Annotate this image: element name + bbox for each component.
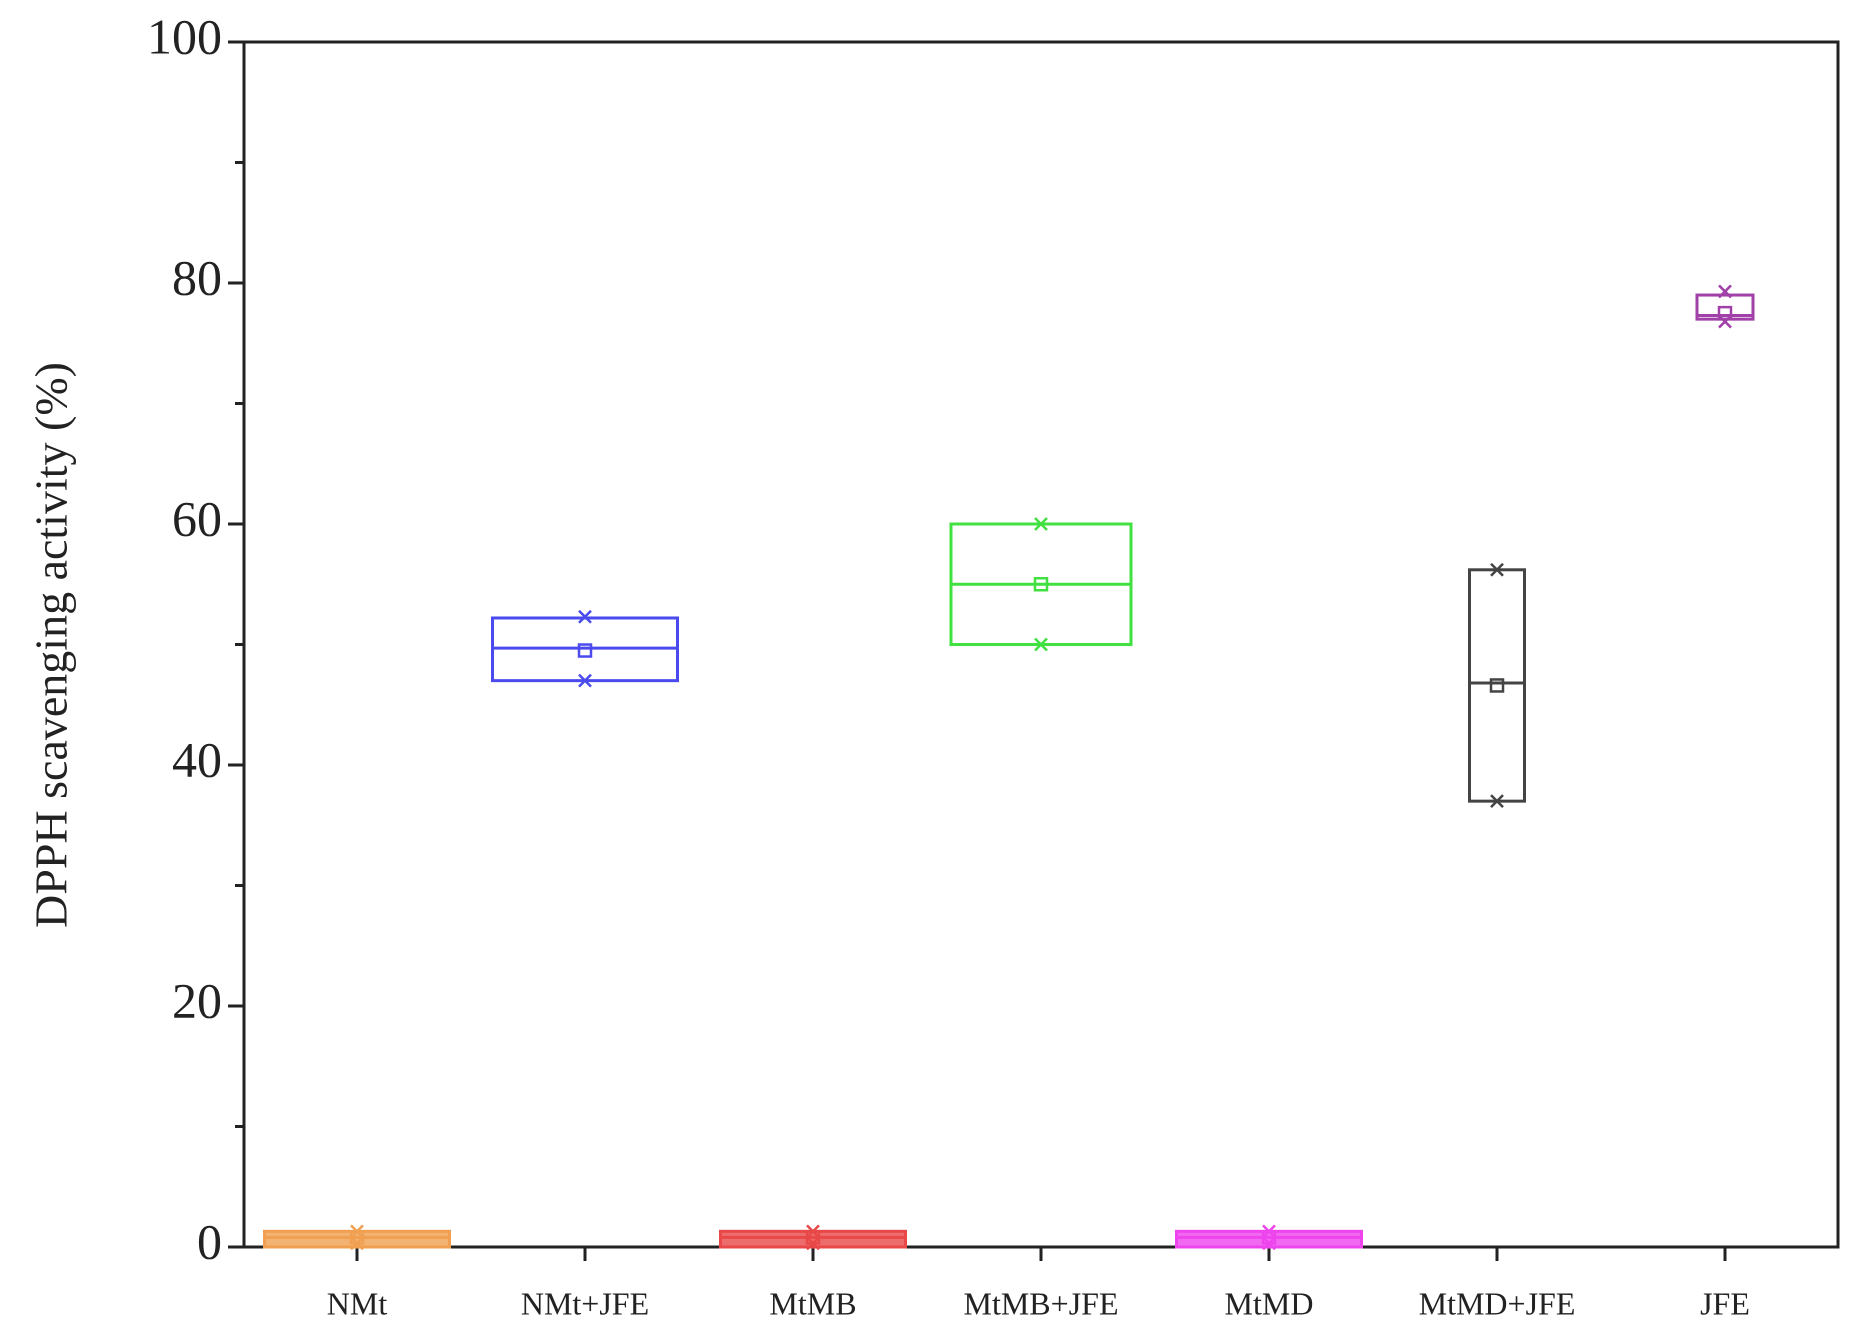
percentile-marker [1490,562,1504,577]
y-tick-label: 20 [172,972,222,1028]
percentile-marker [806,1224,820,1239]
percentile-marker [578,609,592,624]
y-tick-label: 80 [172,249,222,305]
x-tick-label: MtMD+JFE [1419,1285,1576,1321]
mean-marker [577,643,593,658]
x-tick-label: NMt+JFE [521,1285,649,1321]
percentile-marker [1718,284,1732,299]
percentile-marker [1262,1236,1276,1251]
mean-marker [1717,305,1733,321]
x-tick-label: NMt [327,1285,388,1321]
x-tick-label: MtMB+JFE [964,1285,1119,1321]
percentile-marker [1718,314,1732,329]
percentile-marker [1490,794,1504,809]
x-tick-label: MtMB [769,1285,856,1321]
percentile-marker [350,1236,364,1251]
y-axis-label: DPPH scavenging activity (%) [26,362,77,928]
percentile-marker [578,673,592,688]
mean-marker [1489,678,1505,693]
y-tick-label: 60 [172,490,222,546]
x-tick-label: JFE [1700,1285,1750,1321]
percentile-marker [1034,517,1048,531]
mean-marker [1033,577,1049,592]
y-tick-label: 0 [197,1213,222,1269]
percentile-marker [1034,637,1048,652]
box [1468,568,1526,803]
percentile-marker [1262,1224,1276,1239]
y-tick-label: 100 [147,8,222,64]
percentile-marker [350,1224,364,1239]
x-tick-label: MtMD [1225,1285,1314,1321]
y-tick-label: 40 [172,731,222,787]
percentile-marker [806,1236,820,1251]
